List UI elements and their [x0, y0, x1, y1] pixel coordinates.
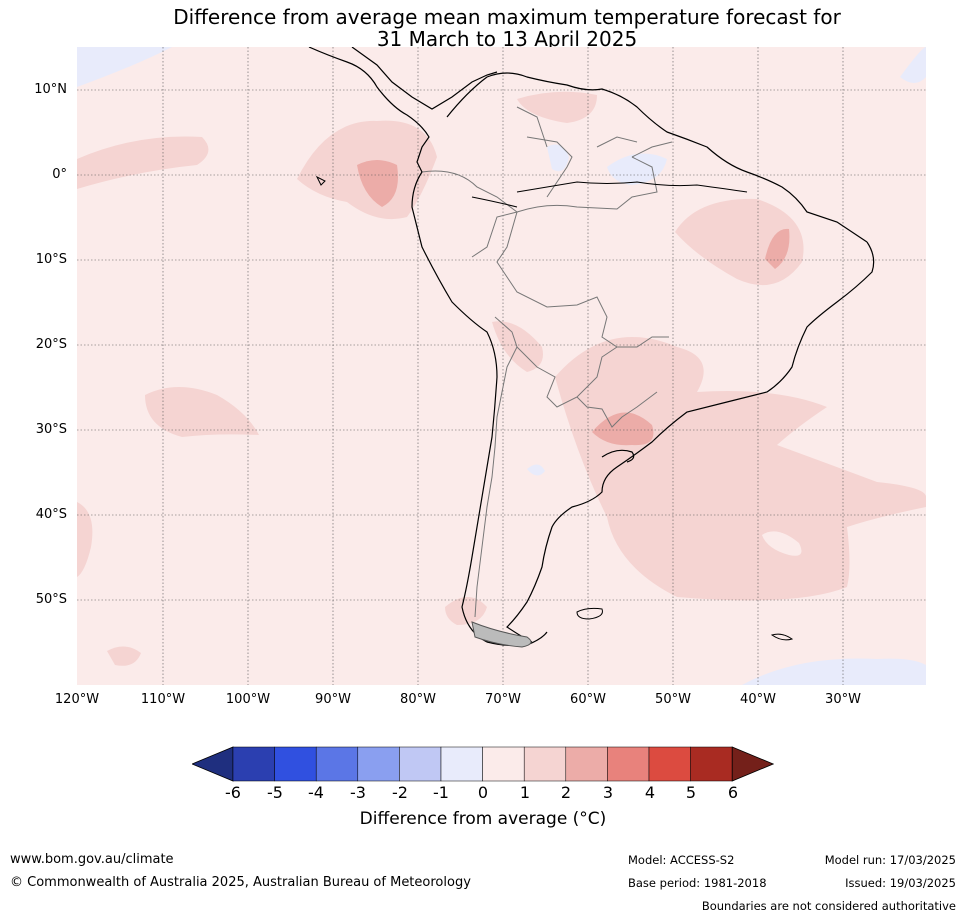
rio-de-la-plata — [601, 449, 635, 463]
strong-anomaly-uruguay — [592, 412, 654, 446]
colorbar-tick: -1 — [433, 783, 449, 802]
colorbar-tick: -2 — [392, 783, 408, 802]
colorbar-segment — [399, 746, 442, 782]
cool-anomaly-patagonia — [527, 464, 545, 476]
cool-anomaly-top-right — [900, 47, 926, 83]
lon-label-70w: 70°W — [485, 692, 521, 707]
central-america-caribbean-coast — [351, 47, 498, 110]
colorbar-tick: 6 — [727, 783, 739, 802]
colorbar-segment — [482, 746, 525, 782]
colorbar-tick: 0 — [477, 783, 489, 802]
lon-label-120w: 120°W — [54, 692, 100, 707]
rivers — [471, 181, 748, 208]
lat-label-0: 0° — [52, 167, 67, 182]
lon-label-100w: 100°W — [225, 692, 271, 707]
lat-label-20s: 20°S — [35, 337, 67, 352]
lon-label-90w: 90°W — [315, 692, 351, 707]
lat-label-30s: 30°S — [35, 422, 67, 437]
warm-anomaly-andes — [492, 321, 543, 372]
colorbar-segment — [274, 746, 317, 782]
country-borders — [421, 106, 673, 618]
colorbar-tick: 4 — [644, 783, 656, 802]
copyright-notice: © Commonwealth of Australia 2025, Austra… — [10, 875, 471, 890]
strong-anomaly-ne-brazil — [765, 228, 790, 269]
warm-anomaly-patagonia — [445, 597, 487, 625]
islands — [315, 175, 794, 648]
colorbar-tick: -3 — [350, 783, 366, 802]
warm-anomaly-southeast — [555, 337, 926, 601]
colorbar-segments — [192, 746, 774, 782]
lon-label-30w: 30°W — [825, 692, 861, 707]
website-link[interactable]: www.bom.gov.au/climate — [10, 852, 174, 867]
warm-anomaly-far-west — [77, 502, 93, 577]
issued-date: Issued: 19/03/2025 — [845, 876, 956, 890]
caribbean-north-coast — [446, 72, 868, 243]
colorbar-segment — [357, 746, 400, 782]
pacific-coast — [411, 171, 548, 647]
tierra-del-fuego — [471, 621, 532, 648]
atlantic-coast — [506, 241, 875, 643]
map-title-line-1: Difference from average mean maximum tem… — [173, 5, 841, 29]
warm-anomaly-west-pacific — [77, 136, 209, 189]
colorbar-tick: -4 — [308, 783, 324, 802]
lon-label-60w: 60°W — [570, 692, 606, 707]
base-period: Base period: 1981-2018 — [628, 876, 767, 890]
colorbar-segment — [232, 746, 275, 782]
cool-anomaly-top-left — [77, 47, 172, 87]
colorbar-tick: -5 — [267, 783, 283, 802]
colorbar-segment — [565, 746, 608, 782]
falkland-islands — [576, 607, 603, 620]
colorbar-label: Difference from average (°C) — [359, 809, 607, 829]
lat-label-50s: 50°S — [35, 592, 67, 607]
map-gridlines — [77, 47, 926, 685]
south-georgia — [770, 633, 794, 641]
colorbar-tick: 2 — [560, 783, 572, 802]
model-name: Model: ACCESS-S2 — [628, 853, 735, 867]
cool-anomaly-bottom-right — [742, 658, 926, 685]
colorbar-segment — [607, 746, 650, 782]
galapagos-islands — [315, 175, 326, 186]
boundaries-disclaimer: Boundaries are not considered authoritat… — [701, 899, 956, 913]
lon-label-50w: 50°W — [655, 692, 691, 707]
lon-label-110w: 110°W — [140, 692, 186, 707]
colorbar-segment — [440, 746, 483, 782]
anomaly-contours — [77, 47, 926, 685]
warm-anomaly-south-pacific — [145, 387, 259, 437]
lat-label-40s: 40°S — [35, 507, 67, 522]
lon-label-80w: 80°W — [400, 692, 436, 707]
colorbar-tick: 5 — [685, 783, 697, 802]
map-panel — [77, 47, 926, 685]
cool-island-south-atlantic — [762, 531, 802, 556]
cool-anomaly-ne-brazil — [607, 153, 667, 185]
warm-anomaly-caribbean — [517, 91, 597, 123]
colorbar-tick: 3 — [602, 783, 614, 802]
colorbar-extend-high — [731, 746, 774, 782]
colorbar — [192, 746, 774, 782]
colorbar-segment — [315, 746, 359, 782]
colorbar-segment — [690, 746, 733, 782]
map-canvas — [77, 47, 926, 685]
colorbar-segment — [648, 746, 691, 782]
warm-anomaly-bottom-left — [107, 646, 141, 666]
central-america-coast — [308, 47, 430, 173]
colorbar-segment — [523, 746, 567, 782]
model-run-date: Model run: 17/03/2025 — [824, 853, 956, 867]
strong-anomaly-galapagos — [357, 160, 398, 207]
lat-label-10s: 10°S — [35, 252, 67, 267]
map-title-line-2: 31 March to 13 April 2025 — [376, 27, 638, 51]
lat-label-10n: 10°N — [34, 82, 67, 97]
lon-label-40w: 40°W — [740, 692, 776, 707]
colorbar-tick: -6 — [225, 783, 241, 802]
colorbar-tick: 1 — [519, 783, 531, 802]
cool-anomaly-colombia — [547, 144, 569, 172]
coastlines — [308, 47, 875, 647]
colorbar-extend-low — [192, 746, 234, 782]
